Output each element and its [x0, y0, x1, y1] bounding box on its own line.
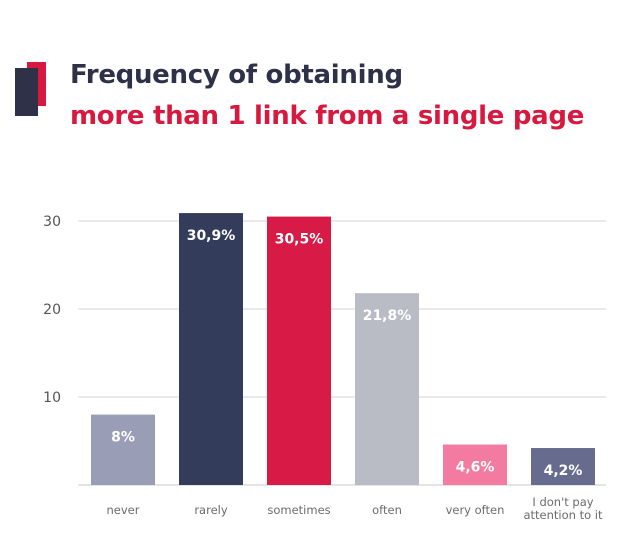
- data-label: 30,5%: [275, 232, 324, 248]
- data-label: 8%: [111, 430, 135, 446]
- title-block: Frequency of obtaining more than 1 link …: [0, 0, 631, 150]
- bar: [91, 414, 155, 485]
- bar: [179, 213, 243, 485]
- bar: [443, 444, 507, 485]
- data-label: 21,8%: [363, 308, 412, 324]
- y-tick-label: 30: [43, 214, 61, 230]
- bar: [531, 448, 595, 485]
- y-tick-label: 20: [43, 302, 61, 318]
- data-label: 4,6%: [456, 460, 495, 476]
- x-tick-label: rarely: [194, 503, 228, 517]
- logo-mark-front: [15, 68, 38, 116]
- bar: [355, 293, 419, 485]
- x-tick-label: attention to it: [523, 508, 603, 522]
- x-tick-label: never: [107, 503, 140, 517]
- chart-title-line2: more than 1 link from a single page: [70, 101, 585, 131]
- x-tick-label: I don't pay: [532, 495, 593, 509]
- x-tick-label: often: [372, 503, 402, 517]
- data-label: 4,2%: [544, 463, 583, 479]
- chart-title-line1: Frequency of obtaining: [70, 60, 403, 90]
- data-label: 30,9%: [187, 228, 236, 244]
- x-tick-label: very often: [446, 503, 505, 517]
- y-tick-label: 10: [43, 390, 61, 406]
- bar: [267, 216, 331, 485]
- x-tick-label: sometimes: [267, 503, 330, 517]
